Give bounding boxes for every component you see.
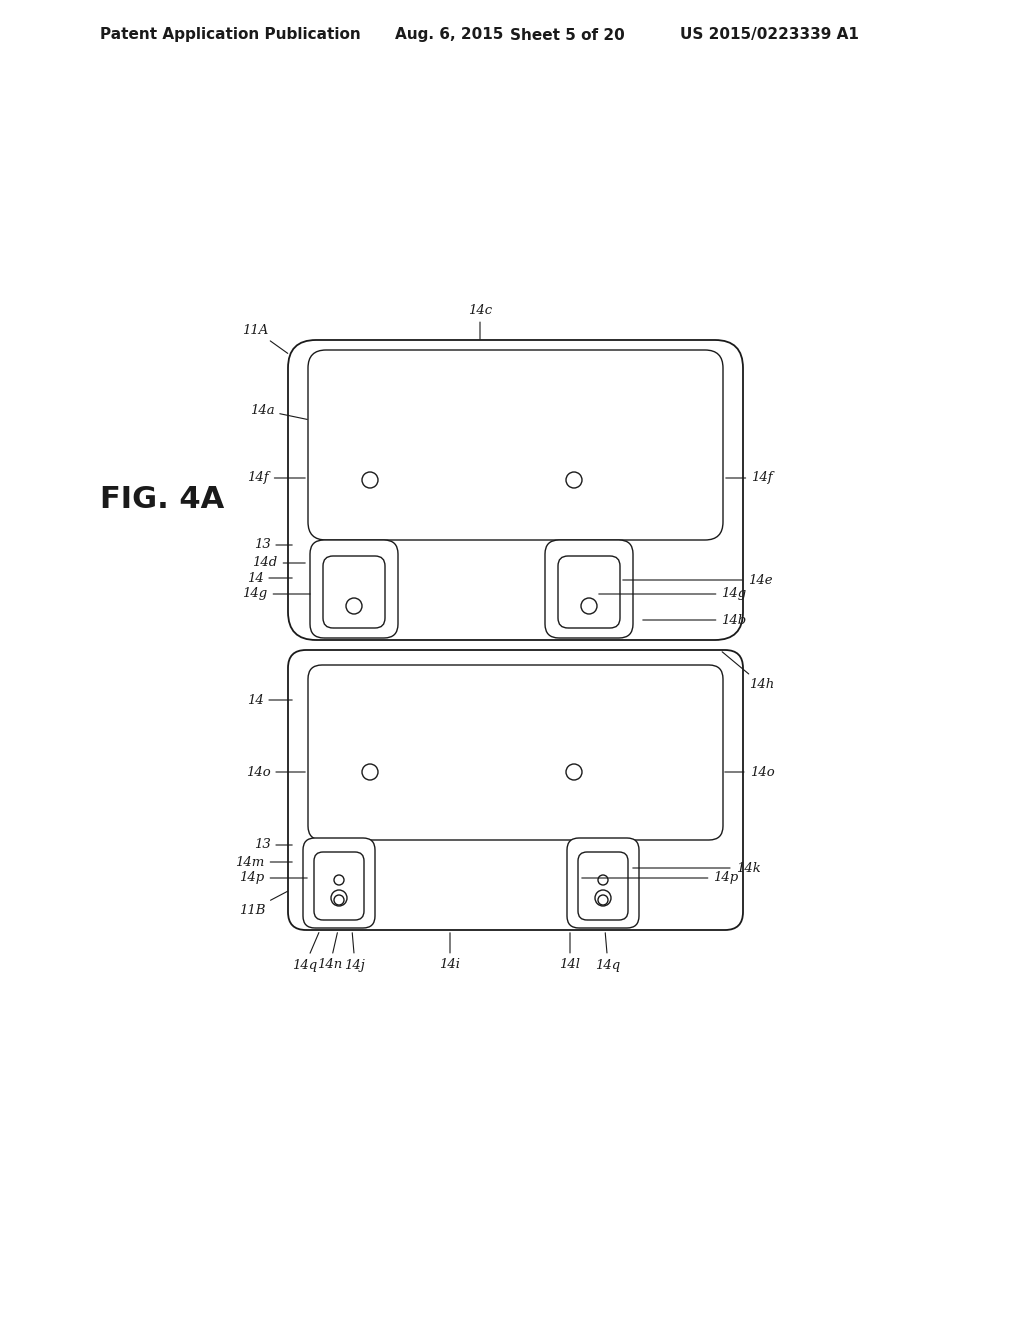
Circle shape <box>566 764 582 780</box>
PathPatch shape <box>314 851 364 920</box>
PathPatch shape <box>567 838 639 928</box>
Text: 14p: 14p <box>240 871 307 884</box>
Text: 14e: 14e <box>623 573 772 586</box>
Text: FIG. 4A: FIG. 4A <box>100 486 224 515</box>
Circle shape <box>362 473 378 488</box>
Circle shape <box>334 895 344 906</box>
Text: 14c: 14c <box>468 304 493 339</box>
Circle shape <box>362 764 378 780</box>
Text: 11B: 11B <box>239 891 288 916</box>
PathPatch shape <box>310 540 398 638</box>
Text: Sheet 5 of 20: Sheet 5 of 20 <box>510 28 625 42</box>
Text: 14i: 14i <box>439 933 461 972</box>
PathPatch shape <box>323 556 385 628</box>
PathPatch shape <box>288 649 743 931</box>
Text: 14b: 14b <box>643 614 746 627</box>
Text: 14o: 14o <box>725 766 774 779</box>
Circle shape <box>598 895 608 906</box>
PathPatch shape <box>578 851 628 920</box>
Text: 14d: 14d <box>252 557 305 569</box>
Text: 13: 13 <box>254 539 292 552</box>
Circle shape <box>581 598 597 614</box>
Text: 14h: 14h <box>722 652 774 692</box>
PathPatch shape <box>288 341 743 640</box>
Text: 13: 13 <box>254 838 292 851</box>
Text: US 2015/0223339 A1: US 2015/0223339 A1 <box>680 28 859 42</box>
Text: 14a: 14a <box>250 404 307 420</box>
Text: 14g: 14g <box>599 587 746 601</box>
Text: 14p: 14p <box>582 871 738 884</box>
Text: 14g: 14g <box>243 587 310 601</box>
Text: 14m: 14m <box>236 855 292 869</box>
Text: 14f: 14f <box>726 471 773 484</box>
PathPatch shape <box>558 556 620 628</box>
Circle shape <box>566 473 582 488</box>
Circle shape <box>331 890 347 906</box>
Text: Aug. 6, 2015: Aug. 6, 2015 <box>395 28 504 42</box>
Text: 14l: 14l <box>559 933 581 972</box>
PathPatch shape <box>308 665 723 840</box>
PathPatch shape <box>545 540 633 638</box>
Text: Patent Application Publication: Patent Application Publication <box>100 28 360 42</box>
Text: 14: 14 <box>247 693 292 706</box>
Circle shape <box>334 875 344 884</box>
Circle shape <box>595 890 611 906</box>
PathPatch shape <box>303 838 375 928</box>
Circle shape <box>346 598 362 614</box>
Text: 14q: 14q <box>595 933 621 972</box>
Circle shape <box>598 875 608 884</box>
Text: 11A: 11A <box>242 323 288 354</box>
PathPatch shape <box>308 350 723 540</box>
Text: 14n: 14n <box>317 933 343 972</box>
Text: 14: 14 <box>247 572 292 585</box>
Text: 14k: 14k <box>633 862 761 874</box>
Text: 14o: 14o <box>246 766 305 779</box>
Text: 14f: 14f <box>247 471 305 484</box>
Text: 14q: 14q <box>293 932 318 972</box>
Text: 14j: 14j <box>344 933 366 972</box>
